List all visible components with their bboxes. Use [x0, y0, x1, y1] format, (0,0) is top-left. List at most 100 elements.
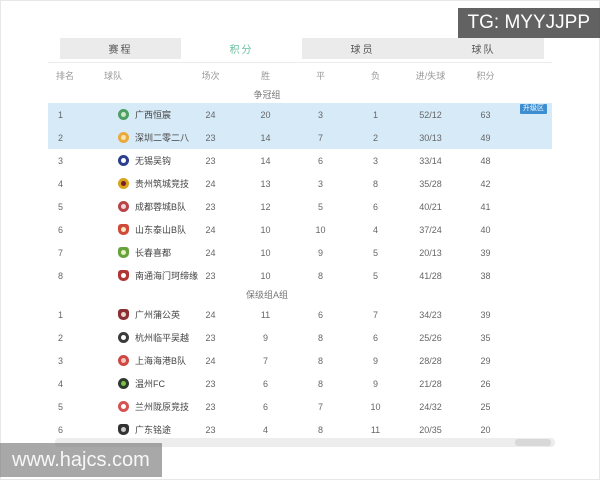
- tg-watermark: TG: MYYJJPP: [457, 8, 600, 38]
- table-row[interactable]: 8 南通海门珂缔缘 23 10 8 5 41/28 38: [48, 264, 552, 287]
- tab-label: 球队: [471, 45, 496, 56]
- rank-cell: 4: [58, 178, 64, 189]
- losses-cell: 3: [372, 155, 378, 166]
- draws-cell: 9: [317, 247, 323, 258]
- points-cell: 25: [480, 401, 491, 412]
- team-name: 杭州临平吴越: [135, 333, 190, 343]
- rank-cell: 5: [58, 201, 64, 212]
- tab-teams[interactable]: 球队: [423, 38, 544, 59]
- wins-cell: 9: [262, 332, 268, 343]
- team-crest-icon: [118, 270, 129, 281]
- goals-cell: 41/28: [419, 270, 442, 281]
- team-name: 深圳二零二八: [135, 133, 190, 143]
- draws-cell: 7: [317, 401, 323, 412]
- losses-cell: 1: [372, 109, 378, 120]
- points-cell: 26: [480, 378, 491, 389]
- team-crest-icon: [118, 155, 129, 166]
- tab-standings[interactable]: 积分: [181, 38, 302, 59]
- table-row[interactable]: 5 兰州陇原竞技 23 6 7 10 24/32 25: [48, 395, 552, 418]
- table-row[interactable]: 4 温州FC 23 6 8 9 21/28 26: [48, 372, 552, 395]
- table-row[interactable]: 5 成都蓉城B队 23 12 5 6 40/21 41: [48, 195, 552, 218]
- team-name: 广西恒宸: [135, 110, 172, 120]
- draws-cell: 5: [317, 201, 323, 212]
- rank-cell: 6: [58, 424, 64, 435]
- table-row[interactable]: 1 广州蒲公英 24 11 6 7 34/23 39: [48, 303, 552, 326]
- goals-cell: 21/28: [419, 378, 442, 389]
- goals-cell: 20/13: [419, 247, 442, 258]
- losses-cell: 5: [372, 247, 378, 258]
- rank-cell: 6: [58, 224, 64, 235]
- losses-cell: 11: [370, 424, 381, 435]
- site-watermark: www.hajcs.com: [0, 443, 162, 477]
- table-row[interactable]: 6 广东铭途 23 4 8 11 20/35 20: [48, 418, 552, 441]
- goals-cell: 35/28: [419, 178, 442, 189]
- goals-cell: 24/32: [419, 401, 442, 412]
- rank-cell: 3: [58, 155, 64, 166]
- table-row[interactable]: 2 深圳二零二八 23 14 7 2 30/13 49: [48, 126, 552, 149]
- team-name: 长春喜都: [135, 248, 172, 258]
- column-header-played: 场次: [201, 70, 220, 81]
- played-cell: 24: [205, 178, 216, 189]
- tab-players[interactable]: 球员: [302, 38, 423, 59]
- wins-cell: 14: [260, 132, 271, 143]
- losses-cell: 5: [372, 270, 378, 281]
- wins-cell: 6: [262, 401, 268, 412]
- draws-cell: 6: [317, 155, 323, 166]
- team-name: 温州FC: [135, 379, 165, 389]
- wins-cell: 20: [260, 109, 271, 120]
- team-crest-icon: [118, 224, 129, 235]
- table-row[interactable]: 6 山东泰山B队 24 10 10 4 37/24 40: [48, 218, 552, 241]
- points-cell: 42: [480, 178, 491, 189]
- team-cell: 山东泰山B队: [84, 223, 186, 236]
- tab-label: 球员: [350, 45, 375, 56]
- standings-table: 排名 球队 场次胜平负进/失球 积分 争冠组 1 广西恒宸 24 20 3 1 52/…: [48, 62, 552, 441]
- table-row[interactable]: 3 无锡吴钩 23 14 6 3 33/14 48: [48, 149, 552, 172]
- team-cell: 广东铭途: [84, 423, 183, 436]
- points-cell: 48: [480, 155, 491, 166]
- team-crest-icon: [118, 201, 129, 212]
- goals-cell: 33/14: [419, 155, 442, 166]
- points-cell: 40: [480, 224, 491, 235]
- team-crest-icon: [118, 109, 129, 120]
- scrollbar-thumb[interactable]: [515, 439, 551, 446]
- losses-cell: 10: [370, 401, 381, 412]
- team-cell: 广西恒宸: [84, 108, 183, 121]
- goals-cell: 30/13: [419, 132, 442, 143]
- played-cell: 24: [205, 109, 216, 120]
- points-cell: 35: [480, 332, 491, 343]
- played-cell: 24: [205, 224, 216, 235]
- losses-cell: 6: [372, 332, 378, 343]
- team-name: 广州蒲公英: [135, 310, 181, 320]
- team-cell: 无锡吴钩: [84, 154, 183, 167]
- table-row[interactable]: 2 杭州临平吴越 23 9 8 6 25/26 35: [48, 326, 552, 349]
- table-row[interactable]: 1 广西恒宸 24 20 3 1 52/12 63 升级区: [48, 103, 552, 126]
- points-cell: 39: [480, 309, 491, 320]
- horizontal-scrollbar[interactable]: [55, 438, 555, 447]
- tab-schedule[interactable]: 赛程: [60, 38, 181, 59]
- table-row[interactable]: 3 上海海港B队 24 7 8 9 28/28 29: [48, 349, 552, 372]
- team-name: 成都蓉城B队: [135, 202, 187, 212]
- team-crest-icon: [118, 401, 129, 412]
- team-crest-icon: [118, 332, 129, 343]
- team-cell: 温州FC: [84, 377, 183, 390]
- team-cell: 杭州临平吴越: [84, 331, 189, 344]
- table-row[interactable]: 4 贵州筑城竞技 24 13 3 8 35/28 42: [48, 172, 552, 195]
- table-row[interactable]: 7 长春喜都 24 10 9 5 20/13 39: [48, 241, 552, 264]
- rank-cell: 1: [58, 109, 64, 120]
- rank-cell: 1: [58, 309, 64, 320]
- column-header-draw: 平: [315, 70, 325, 81]
- tab-label: 积分: [229, 45, 254, 56]
- played-cell: 23: [205, 201, 216, 212]
- team-crest-icon: [118, 309, 129, 320]
- losses-cell: 4: [372, 224, 378, 235]
- team-crest-icon: [118, 424, 129, 435]
- team-crest-icon: [118, 132, 129, 143]
- goals-cell: 40/21: [419, 201, 442, 212]
- team-name: 广东铭途: [135, 425, 172, 435]
- points-cell: 39: [480, 247, 491, 258]
- wins-cell: 4: [262, 424, 268, 435]
- played-cell: 24: [205, 355, 216, 366]
- table-header-row: 排名 球队 场次 胜 平 负 进/失球 积分: [48, 63, 552, 87]
- losses-cell: 6: [372, 201, 378, 212]
- wins-cell: 12: [260, 201, 271, 212]
